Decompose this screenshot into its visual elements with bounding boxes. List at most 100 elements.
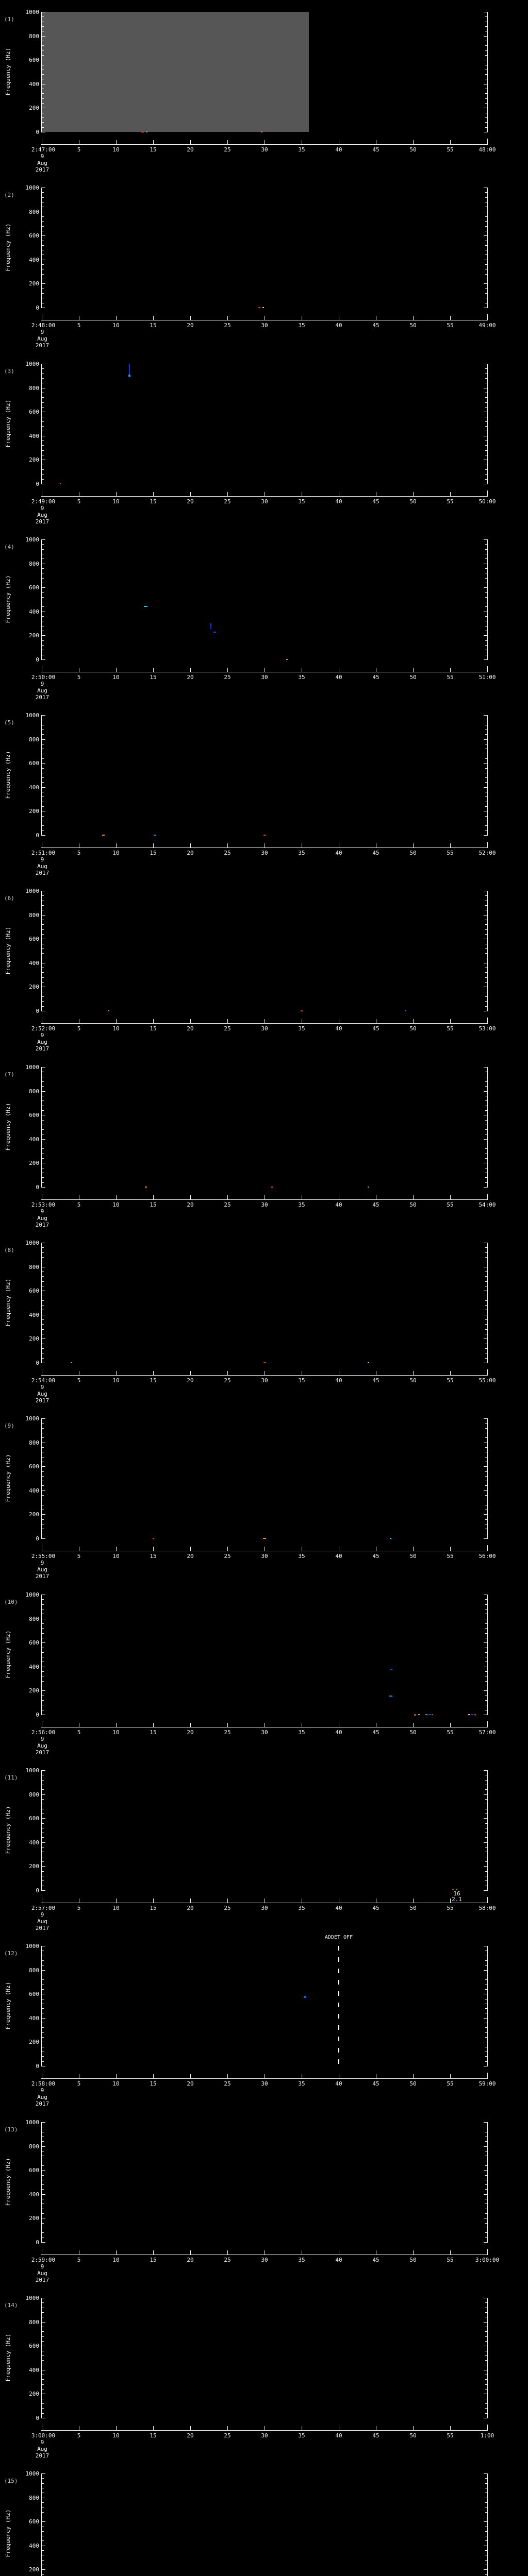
- y-axis-title: Frequency (Hz): [5, 1806, 11, 1854]
- y-minor-tick: [42, 972, 44, 973]
- y-major-tick: [484, 2170, 487, 2171]
- x-tick-label: 50: [409, 498, 417, 505]
- x-tick-label: 35: [298, 2080, 305, 2087]
- y-minor-tick: [42, 2312, 44, 2313]
- y-axis-right-spine: [487, 1243, 488, 1363]
- y-minor-tick: [485, 74, 487, 75]
- y-tick-label: 800: [29, 1264, 39, 1270]
- x-major-tick: [227, 1899, 228, 1903]
- y-minor-tick: [42, 1989, 44, 1990]
- x-tick-label: 5: [77, 2257, 81, 2263]
- x-start-time-label: 3:00:00: [31, 2432, 56, 2439]
- y-minor-tick: [42, 782, 44, 783]
- x-tick-label: 10: [112, 1729, 120, 1736]
- y-major-tick: [42, 1091, 45, 1092]
- x-tick-label: 40: [335, 1025, 342, 1032]
- y-minor-tick: [42, 2540, 44, 2541]
- y-tick-label: 600: [29, 2518, 39, 2525]
- y-minor-tick: [42, 1428, 44, 1429]
- y-minor-tick: [485, 568, 487, 569]
- x-major-tick: [227, 2074, 228, 2078]
- y-minor-tick: [42, 905, 44, 906]
- x-tick-label: 55: [447, 1905, 454, 1911]
- x-axis-date-line: 2017: [35, 518, 50, 525]
- spectrogram-event: [263, 835, 266, 836]
- y-minor-tick: [485, 2341, 487, 2342]
- y-minor-tick: [42, 122, 44, 123]
- x-major-tick: [413, 1371, 414, 1375]
- y-axis-right-spine: [487, 2298, 488, 2418]
- panel-14: 1000 800 600 400 200 0 (14) Frequency (Hz) 3:00:…: [0, 2286, 528, 2462]
- x-major-tick: [153, 1547, 154, 1551]
- y-minor-tick: [42, 929, 44, 930]
- y-axis-title: Frequency (Hz): [5, 2509, 11, 2557]
- y-major-tick: [42, 787, 45, 788]
- y-major-tick: [42, 1139, 45, 1140]
- x-axis-date-line: Aug: [37, 863, 47, 870]
- x-axis-date-line: 2017: [35, 694, 50, 701]
- y-minor-tick: [42, 1823, 44, 1824]
- x-tick-label: 15: [150, 2432, 157, 2439]
- y-major-tick: [484, 1514, 487, 1515]
- x-axis-date-line: 2017: [35, 2452, 50, 2459]
- x-end-time-label: 48:00: [478, 146, 496, 153]
- x-tick-label: 5: [77, 146, 81, 153]
- y-minor-tick: [42, 2403, 44, 2404]
- y-minor-tick: [485, 1252, 487, 1253]
- y-minor-tick: [42, 2141, 44, 2142]
- y-minor-tick: [485, 1086, 487, 1087]
- y-minor-tick: [485, 1110, 487, 1111]
- y-major-tick: [42, 2569, 45, 2570]
- y-tick-label: 400: [29, 608, 39, 615]
- y-major-tick: [42, 1866, 45, 1867]
- y-minor-tick: [485, 1837, 487, 1838]
- x-major-tick: [116, 1195, 117, 1199]
- y-tick-label: 1000: [25, 2470, 40, 2477]
- y-minor-tick: [485, 996, 487, 997]
- spectrogram-event: [102, 835, 105, 836]
- y-minor-tick: [42, 558, 44, 559]
- x-end-time-label: 51:00: [478, 674, 496, 681]
- y-major-tick: [42, 739, 45, 740]
- y-axis-right-spine: [487, 188, 488, 308]
- x-major-tick: [450, 492, 451, 496]
- y-minor-tick: [485, 1319, 487, 1320]
- x-major-tick: [413, 1019, 414, 1023]
- y-minor-tick: [42, 1471, 44, 1472]
- x-axis-date-line: Aug: [37, 160, 47, 166]
- y-minor-tick: [485, 2165, 487, 2166]
- y-minor-tick: [42, 2531, 44, 2532]
- x-tick-label: 55: [447, 1201, 454, 1208]
- y-minor-tick: [42, 1006, 44, 1007]
- x-axis-date-line: 2017: [35, 342, 50, 349]
- x-major-tick: [450, 1547, 451, 1551]
- x-tick-label: 15: [150, 146, 157, 153]
- y-minor-tick: [42, 421, 44, 422]
- y-tick-label: 0: [36, 1008, 39, 1014]
- y-minor-tick: [485, 1081, 487, 1082]
- y-minor-tick: [485, 55, 487, 56]
- x-tick-label: 20: [187, 1553, 194, 1560]
- y-minor-tick: [42, 640, 44, 641]
- y-minor-tick: [485, 1847, 487, 1848]
- x-major-tick: [487, 1369, 488, 1375]
- x-tick-label: 25: [224, 1025, 231, 1032]
- y-tick-label: 1000: [25, 1240, 40, 1246]
- x-major-tick: [227, 1547, 228, 1551]
- y-minor-tick: [42, 1979, 44, 1980]
- y-tick-label: 200: [29, 105, 39, 111]
- y-minor-tick: [485, 2478, 487, 2479]
- y-minor-tick: [485, 192, 487, 193]
- y-minor-tick: [42, 402, 44, 403]
- x-start-time-label: 2:56:00: [31, 1729, 56, 1736]
- y-tick-label: 800: [29, 1439, 39, 1446]
- y-major-tick: [42, 835, 45, 836]
- y-axis-title: Frequency (Hz): [5, 1278, 11, 1327]
- x-tick-label: 50: [409, 2080, 417, 2087]
- y-axis-left-spine: [41, 715, 42, 836]
- y-major-tick: [42, 763, 45, 764]
- panel-number-label: (12): [4, 1950, 18, 1957]
- y-minor-tick: [485, 2008, 487, 2009]
- panel-number-label: (9): [4, 1422, 14, 1429]
- x-major-tick: [487, 2073, 488, 2078]
